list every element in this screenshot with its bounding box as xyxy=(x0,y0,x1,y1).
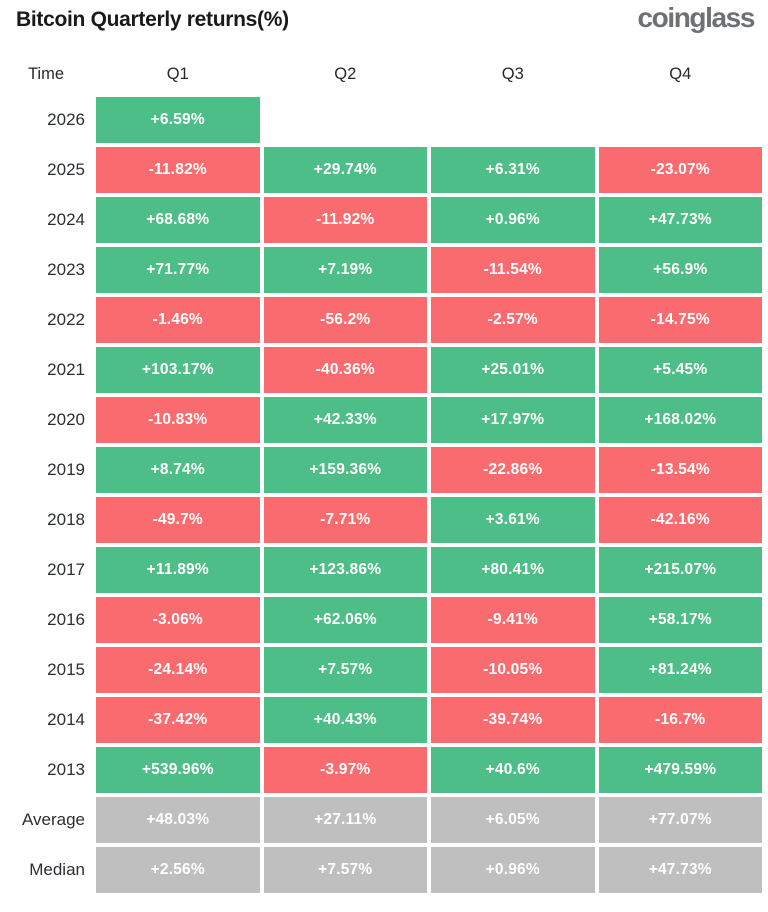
return-cell: -3.06% xyxy=(96,597,260,644)
page-title: Bitcoin Quarterly returns(%) xyxy=(16,8,289,31)
return-cell: +40.6% xyxy=(431,747,595,794)
return-cell: +6.31% xyxy=(431,147,595,194)
return-cell: -11.54% xyxy=(431,247,595,294)
row-label: 2014 xyxy=(47,710,85,730)
return-cell: +8.74% xyxy=(96,447,260,494)
row-label: 2013 xyxy=(47,760,85,780)
return-cell: +168.02% xyxy=(598,397,762,444)
return-cell: +123.86% xyxy=(263,547,427,594)
return-cell: -49.7% xyxy=(96,497,260,544)
return-cell: +62.06% xyxy=(263,597,427,644)
column-header-q2: Q2 xyxy=(334,65,357,84)
empty-cell xyxy=(599,97,763,143)
coinglass-logo[interactable]: coinglass xyxy=(637,2,755,33)
return-cell: +3.61% xyxy=(431,497,595,544)
return-cell: -22.86% xyxy=(431,447,595,494)
return-cell: +29.74% xyxy=(263,147,427,194)
row-label: 2021 xyxy=(47,360,85,380)
return-cell: +25.01% xyxy=(431,347,595,394)
return-cell: -56.2% xyxy=(263,297,427,344)
return-cell: +48.03% xyxy=(96,797,260,844)
column-header-time: Time xyxy=(27,65,65,84)
return-cell: +17.97% xyxy=(431,397,595,444)
row-label: 2025 xyxy=(47,160,85,180)
return-cell: -14.75% xyxy=(598,297,762,344)
return-cell: +0.96% xyxy=(431,847,595,894)
return-cell: +2.56% xyxy=(96,847,260,894)
row-label: 2019 xyxy=(47,460,85,480)
return-cell: -10.05% xyxy=(431,647,595,694)
return-cell: -9.41% xyxy=(431,597,595,644)
return-cell: -16.7% xyxy=(598,697,762,744)
return-cell: +58.17% xyxy=(598,597,762,644)
column-header-row: Time Q1 Q2 Q3 Q4 xyxy=(0,65,762,84)
row-label: 2017 xyxy=(47,560,85,580)
return-cell: +77.07% xyxy=(598,797,762,844)
return-cell: +5.45% xyxy=(598,347,762,394)
return-cell: -37.42% xyxy=(96,697,260,744)
return-cell: -7.71% xyxy=(263,497,427,544)
return-cell: +7.19% xyxy=(263,247,427,294)
row-label: Median xyxy=(29,860,85,880)
return-cell: -39.74% xyxy=(431,697,595,744)
return-cell: -10.83% xyxy=(96,397,260,444)
return-cell: +103.17% xyxy=(96,347,260,394)
return-cell: +11.89% xyxy=(96,547,260,594)
return-cell: +68.68% xyxy=(96,197,260,244)
return-cell: +80.41% xyxy=(431,547,595,594)
return-cell: -1.46% xyxy=(96,297,260,344)
return-cell: -40.36% xyxy=(263,347,427,394)
return-cell: -42.16% xyxy=(598,497,762,544)
return-cell: +7.57% xyxy=(263,847,427,894)
top-bar: Bitcoin Quarterly returns(%) coinglass xyxy=(0,0,768,32)
return-cell: +40.43% xyxy=(263,697,427,744)
row-label: 2020 xyxy=(47,410,85,430)
row-label: 2015 xyxy=(47,660,85,680)
empty-cell xyxy=(431,97,595,143)
column-header-q4: Q4 xyxy=(669,65,692,84)
empty-cell xyxy=(264,97,428,143)
row-label: 2016 xyxy=(47,610,85,630)
return-cell: -13.54% xyxy=(598,447,762,494)
return-cell: -2.57% xyxy=(431,297,595,344)
return-cell: +159.36% xyxy=(263,447,427,494)
return-cell: +539.96% xyxy=(96,747,260,794)
return-cell: +81.24% xyxy=(598,647,762,694)
return-cell: +7.57% xyxy=(263,647,427,694)
column-header-q1: Q1 xyxy=(166,65,189,84)
return-cell: -11.92% xyxy=(263,197,427,244)
row-label: 2026 xyxy=(47,110,85,130)
return-cell: +42.33% xyxy=(263,397,427,444)
return-cell: -23.07% xyxy=(598,147,762,194)
row-label: 2022 xyxy=(47,310,85,330)
row-label: Average xyxy=(21,810,85,830)
return-cell: +215.07% xyxy=(598,547,762,594)
return-cell: +56.9% xyxy=(598,247,762,294)
return-cell: +47.73% xyxy=(598,197,762,244)
return-cell: +479.59% xyxy=(598,747,762,794)
return-cell: +27.11% xyxy=(263,797,427,844)
return-cell: +6.05% xyxy=(431,797,595,844)
row-label: 2018 xyxy=(47,510,85,530)
returns-table: 2026 +6.59% 2025 -11.82% +29.74% +6.31% -23.07… xyxy=(0,97,763,894)
return-cell: -24.14% xyxy=(96,647,260,694)
return-cell: +47.73% xyxy=(598,847,762,894)
row-label: 2024 xyxy=(47,210,85,230)
row-label: 2023 xyxy=(47,260,85,280)
return-cell: -11.82% xyxy=(96,147,260,194)
return-cell: +0.96% xyxy=(431,197,595,244)
return-cell: +71.77% xyxy=(96,247,260,294)
return-cell: -3.97% xyxy=(263,747,427,794)
column-header-q3: Q3 xyxy=(501,65,524,84)
return-cell: +6.59% xyxy=(96,97,260,144)
